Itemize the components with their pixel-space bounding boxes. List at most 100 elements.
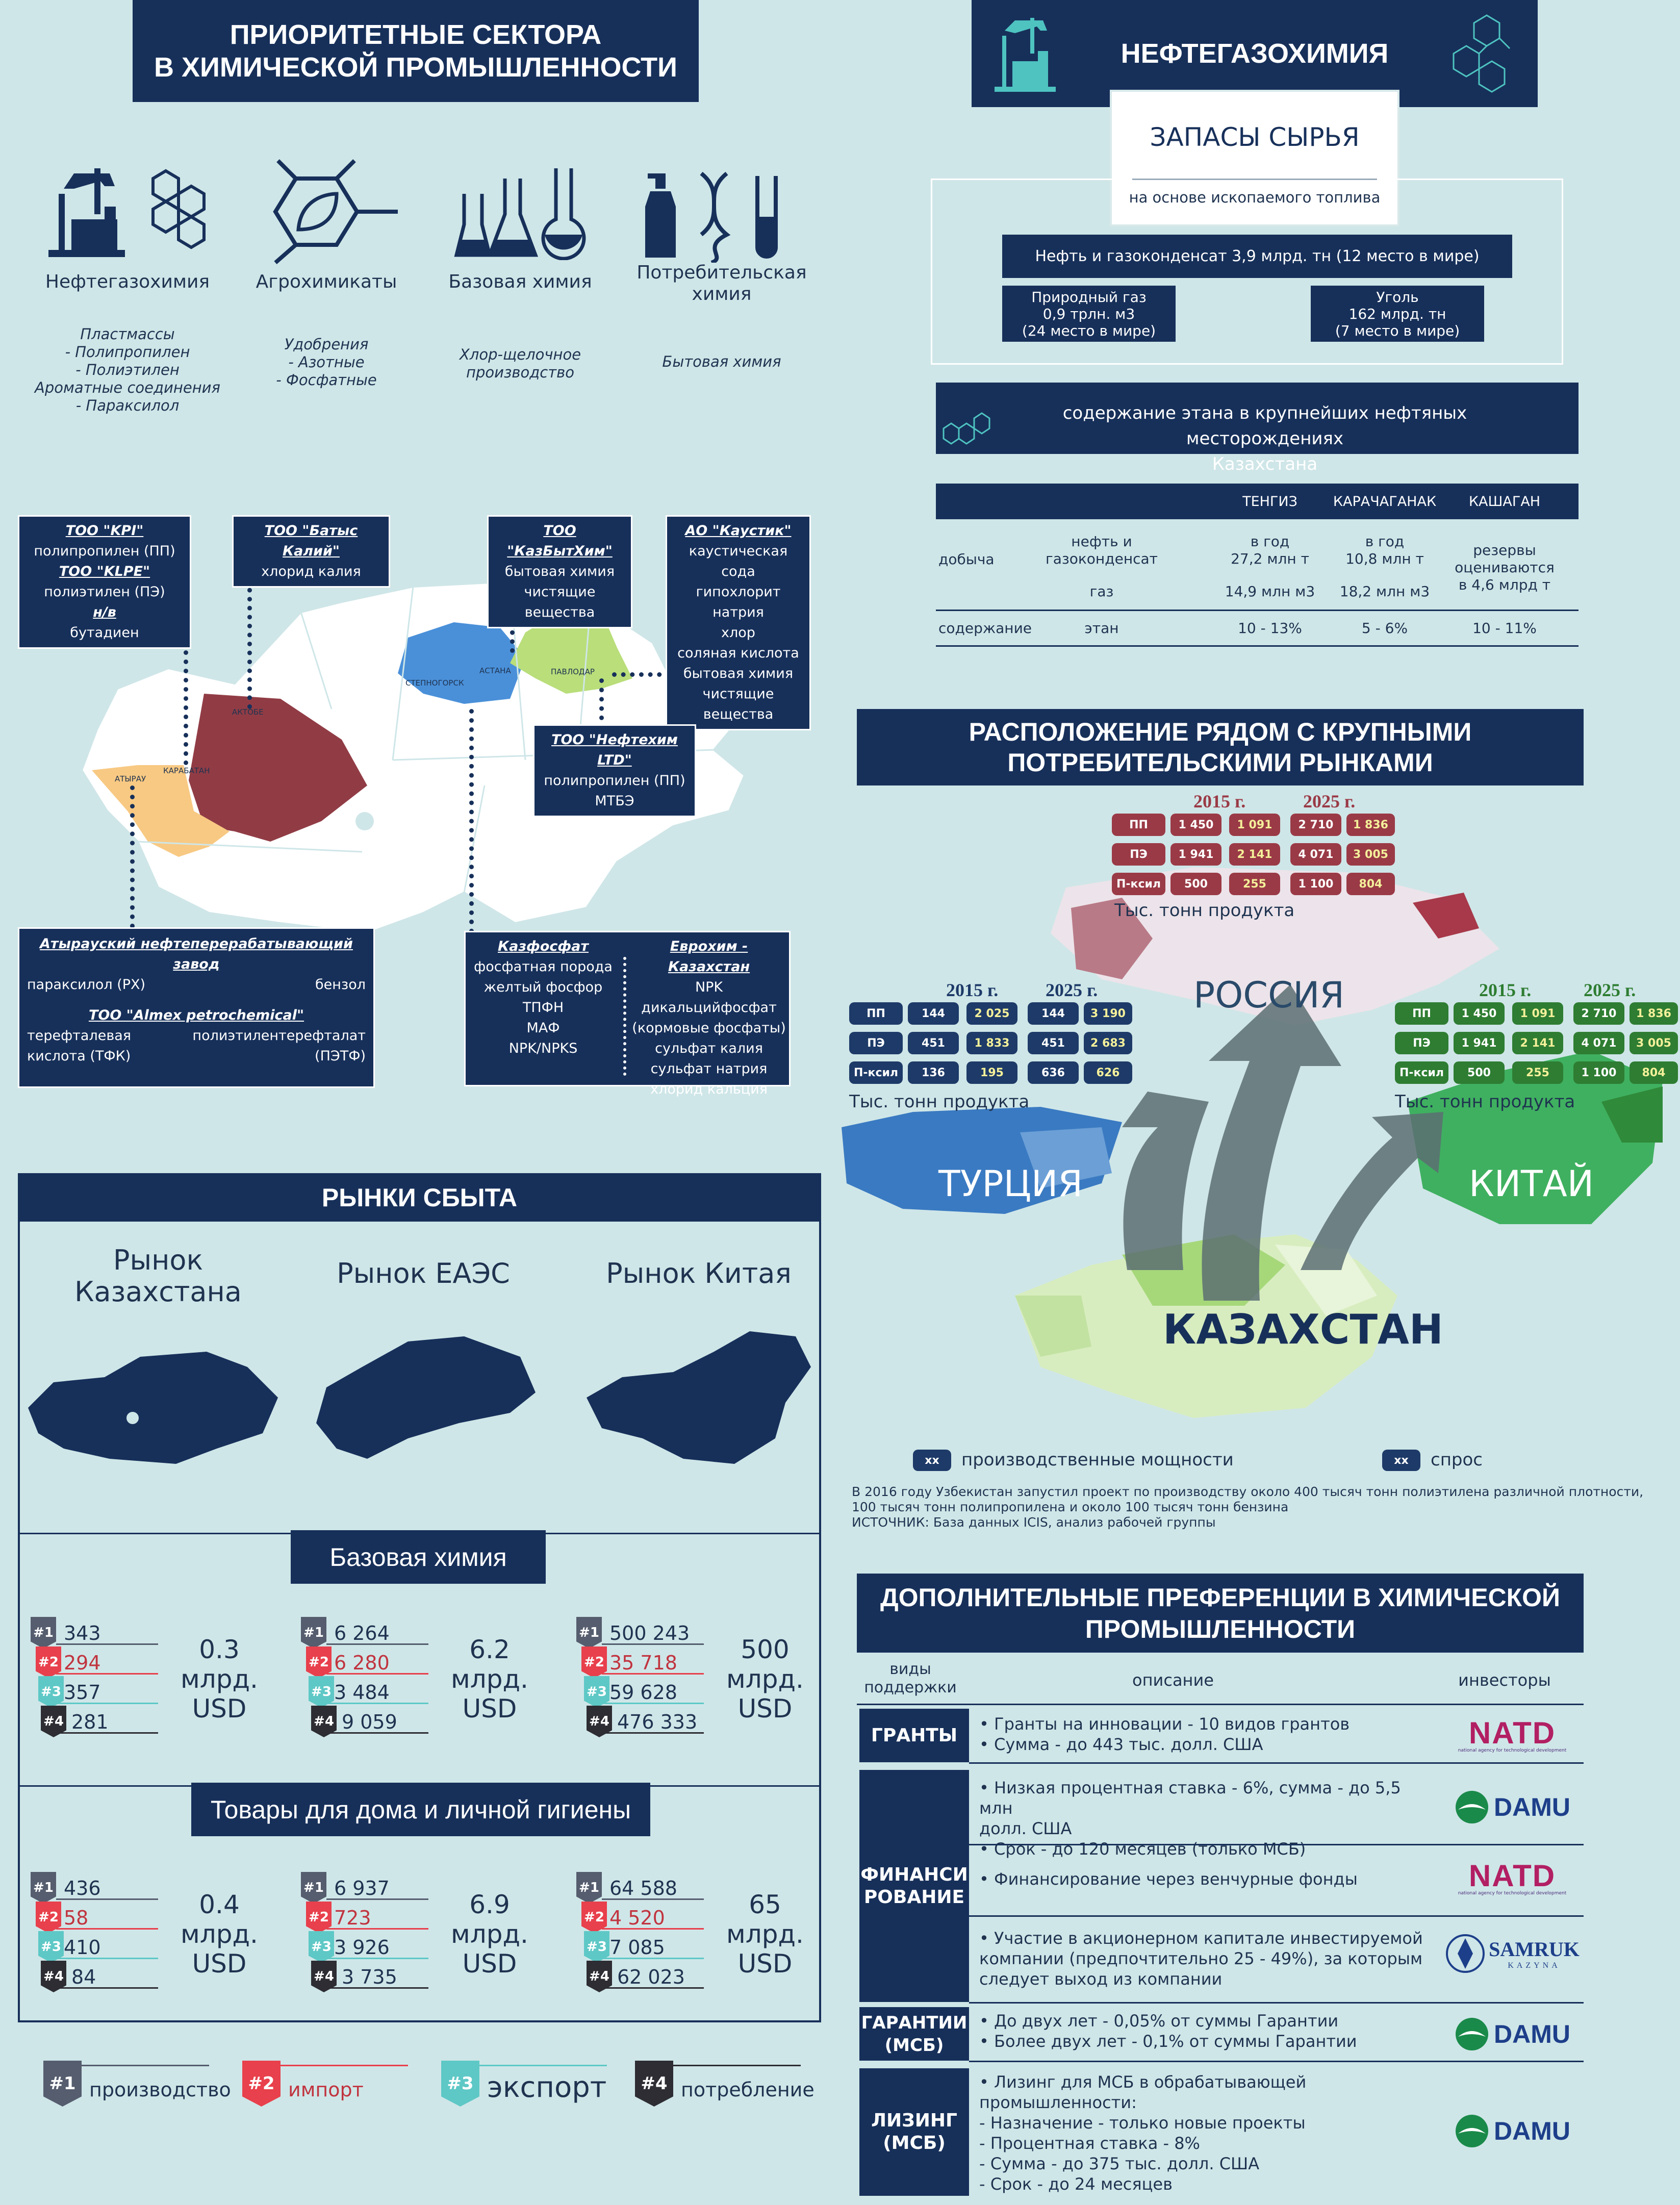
damu-logo: DAMU (1441, 2015, 1584, 2053)
oil-pump-icon (995, 18, 1056, 92)
rank-tag-3: #3 (38, 1676, 64, 1708)
company-box-batys: ТОО "Батыс Калий" хлорид калия (232, 515, 390, 588)
russia-cell-1-0: ПЭ (1112, 843, 1165, 866)
basic_data-value-2-2: 59 628 (609, 1681, 677, 1704)
company-box-kazbyt: ТОО "КазБытХим" бытовая химия чистящие ве… (487, 515, 632, 628)
home_data-value-1-2: 3 926 (334, 1936, 390, 1959)
home_data-value-2-2: 7 085 (609, 1936, 665, 1959)
china-cell-0-2: 1 091 (1512, 1002, 1563, 1025)
prefs-fin-1: • Низкая процентная ставка - 6%, сумма -… (979, 1778, 1401, 1859)
turkey-cell-1-0: ПЭ (849, 1032, 903, 1054)
rank-tag-4: #4 (41, 1961, 66, 1992)
legend-demand: спрос (1431, 1450, 1483, 1470)
turkey-cell-1-3: 451 (1028, 1032, 1079, 1054)
oil-pump-icon (48, 168, 206, 257)
reserves-title: ЗАПАСЫ СЫРЬЯ (1150, 122, 1360, 152)
turkey-cell-1-2: 1 833 (966, 1032, 1017, 1054)
legend-tag-4: #4 (635, 2061, 673, 2107)
russia-map-icon (316, 1336, 536, 1459)
basic_data-value-1-0: 6 264 (334, 1622, 390, 1644)
legend-tag-3: #3 (441, 2061, 479, 2107)
china-unit: Тыс. тонн продукта (1395, 1092, 1575, 1112)
prefs-header-desc: описание (1132, 1670, 1214, 1690)
rank-tag-2: #2 (581, 1902, 607, 1933)
kashagan-ethane: 10 - 11% (1472, 620, 1537, 637)
row-oil-label: нефть и газоконденсат (1046, 533, 1158, 567)
natd-wordmark: NATD (1468, 1858, 1556, 1893)
neft-title: НЕФТЕГАЗОХИМИЯ (972, 0, 1538, 107)
rank-tag-2: #2 (306, 1646, 332, 1678)
prefs-header-type: виды поддержки (864, 1660, 957, 1696)
turkey-cell-0-3: 144 (1028, 1002, 1079, 1025)
ethane-title: содержание этана в крупнейших нефтяных м… (1062, 403, 1467, 474)
natd-tagline: national agency for technological develo… (1458, 1890, 1567, 1896)
col-karachaganak: КАРАЧАГАНАК (1333, 494, 1437, 510)
city-stepnogorsk: СТЕПНОГОРСК (405, 678, 464, 688)
home_data-value-1-1: 723 (334, 1907, 371, 1929)
turkey-cell-0-0: ПП (849, 1002, 903, 1025)
karach-oil: в год 10,8 млн т (1345, 533, 1424, 567)
prefs-title: ДОПОЛНИТЕЛЬНЫЕ ПРЕФЕРЕНЦИИ В ХИМИЧЕСКОЙ … (857, 1574, 1584, 1653)
bottle-dna-icon (645, 171, 778, 263)
basic_data-value-0-0: 343 (64, 1622, 101, 1644)
rank-tag-1: #1 (31, 1617, 56, 1649)
leaf-hexagon-icon (273, 159, 398, 265)
col-tengiz: ТЕНГИЗ (1242, 494, 1297, 510)
sector-desc-petrochem: Пластмассы - Полипропилен - Полиэтилен А… (35, 325, 220, 414)
russia-cell-0-1: 1 450 (1170, 814, 1221, 836)
turkey-cell-2-3: 636 (1028, 1061, 1079, 1084)
prefs-header-investors: инвесторы (1458, 1670, 1551, 1690)
russia-cell-0-4: 1 836 (1346, 814, 1395, 836)
russia-cell-2-0: П-ксил (1112, 873, 1165, 895)
damu-swirl-icon (1456, 2017, 1488, 2050)
basic_data-value-0-3: 281 (71, 1711, 109, 1733)
gas-reserves: Природный газ 0,9 трлн. м3 (24 место в м… (1002, 286, 1176, 342)
sector-name-agro: Агрохимикаты (256, 271, 397, 292)
basic_data-value-2-1: 35 718 (609, 1652, 677, 1674)
russia-cell-1-2: 2 141 (1229, 843, 1280, 866)
molecule-icon (1453, 14, 1511, 93)
tengiz-ethane: 10 - 13% (1238, 620, 1302, 637)
rank-tag-3: #3 (309, 1676, 334, 1708)
kashagan-reserves: резервы оцениваются в 4,6 млрд т (1455, 542, 1555, 593)
kz-map-icon (28, 1352, 278, 1464)
russia-year-2025: 2025 г. (1303, 791, 1356, 812)
rank-tag-3: #3 (38, 1931, 64, 1963)
kazakhstan-map (80, 580, 746, 935)
turkey-cell-0-2: 2 025 (966, 1002, 1017, 1025)
prefs-guarantees: ГАРАНТИИ (МСБ) (859, 2007, 969, 2061)
russia-cell-2-3: 1 100 (1290, 873, 1341, 895)
legend-tag-1: #1 (43, 2061, 82, 2107)
turkey-year-2015: 2015 г. (946, 980, 999, 1000)
prefs-fin-2: • Финансирование через венчурные фонды (979, 1869, 1358, 1889)
rank-tag-4: #4 (311, 1706, 337, 1737)
china-label: КИТАЙ (1469, 1163, 1594, 1205)
turkey-year-2025: 2025 г. (1046, 980, 1098, 1000)
city-pavlodar: ПАВЛОДАР (551, 667, 595, 676)
city-atyrau: АТЫРАУ (115, 774, 146, 783)
natd-logo: NATD national agency for technological d… (1446, 1714, 1579, 1757)
company-box-kazfosfat-eurochem: Казфосфат фосфатная порода желтый фосфор … (464, 931, 791, 1097)
natd-logo: NATD national agency for technological d… (1446, 1857, 1579, 1900)
russia-cell-2-4: 804 (1346, 873, 1395, 895)
city-karabatan: КАРАБАТАН (163, 766, 210, 775)
samruk-logo: SAMRUK KAZYNA (1441, 1928, 1584, 1979)
ethane-table-header (936, 484, 1579, 519)
home_data-value-2-3: 62 023 (617, 1966, 685, 1988)
ethane-header (936, 383, 1579, 454)
china-cell-0-0: ПП (1395, 1002, 1448, 1025)
atyrau-region (92, 765, 230, 857)
reserves-card (1112, 92, 1397, 224)
russia-cell-0-0: ПП (1112, 814, 1165, 836)
sector-desc-consumer: Бытовая химия (662, 353, 781, 370)
legend-capacity: производственные мощности (961, 1450, 1234, 1470)
china-cell-0-3: 2 710 (1573, 1002, 1624, 1025)
sales-title: РЫНКИ СБЫТА (18, 1173, 821, 1222)
row-ethane-label: этан (1084, 620, 1119, 637)
city-astana: АСТАНА (479, 666, 511, 675)
basic_data-total-0: 0.3 млрд. USD (181, 1635, 258, 1724)
turkey-unit: Тыс. тонн продукта (849, 1092, 1030, 1112)
china-year-2015: 2015 г. (1479, 980, 1532, 1000)
market-china: Рынок Китая (606, 1257, 792, 1289)
prefs-leas-desc: • Лизинг для МСБ в обрабатывающей промыш… (979, 2072, 1307, 2194)
